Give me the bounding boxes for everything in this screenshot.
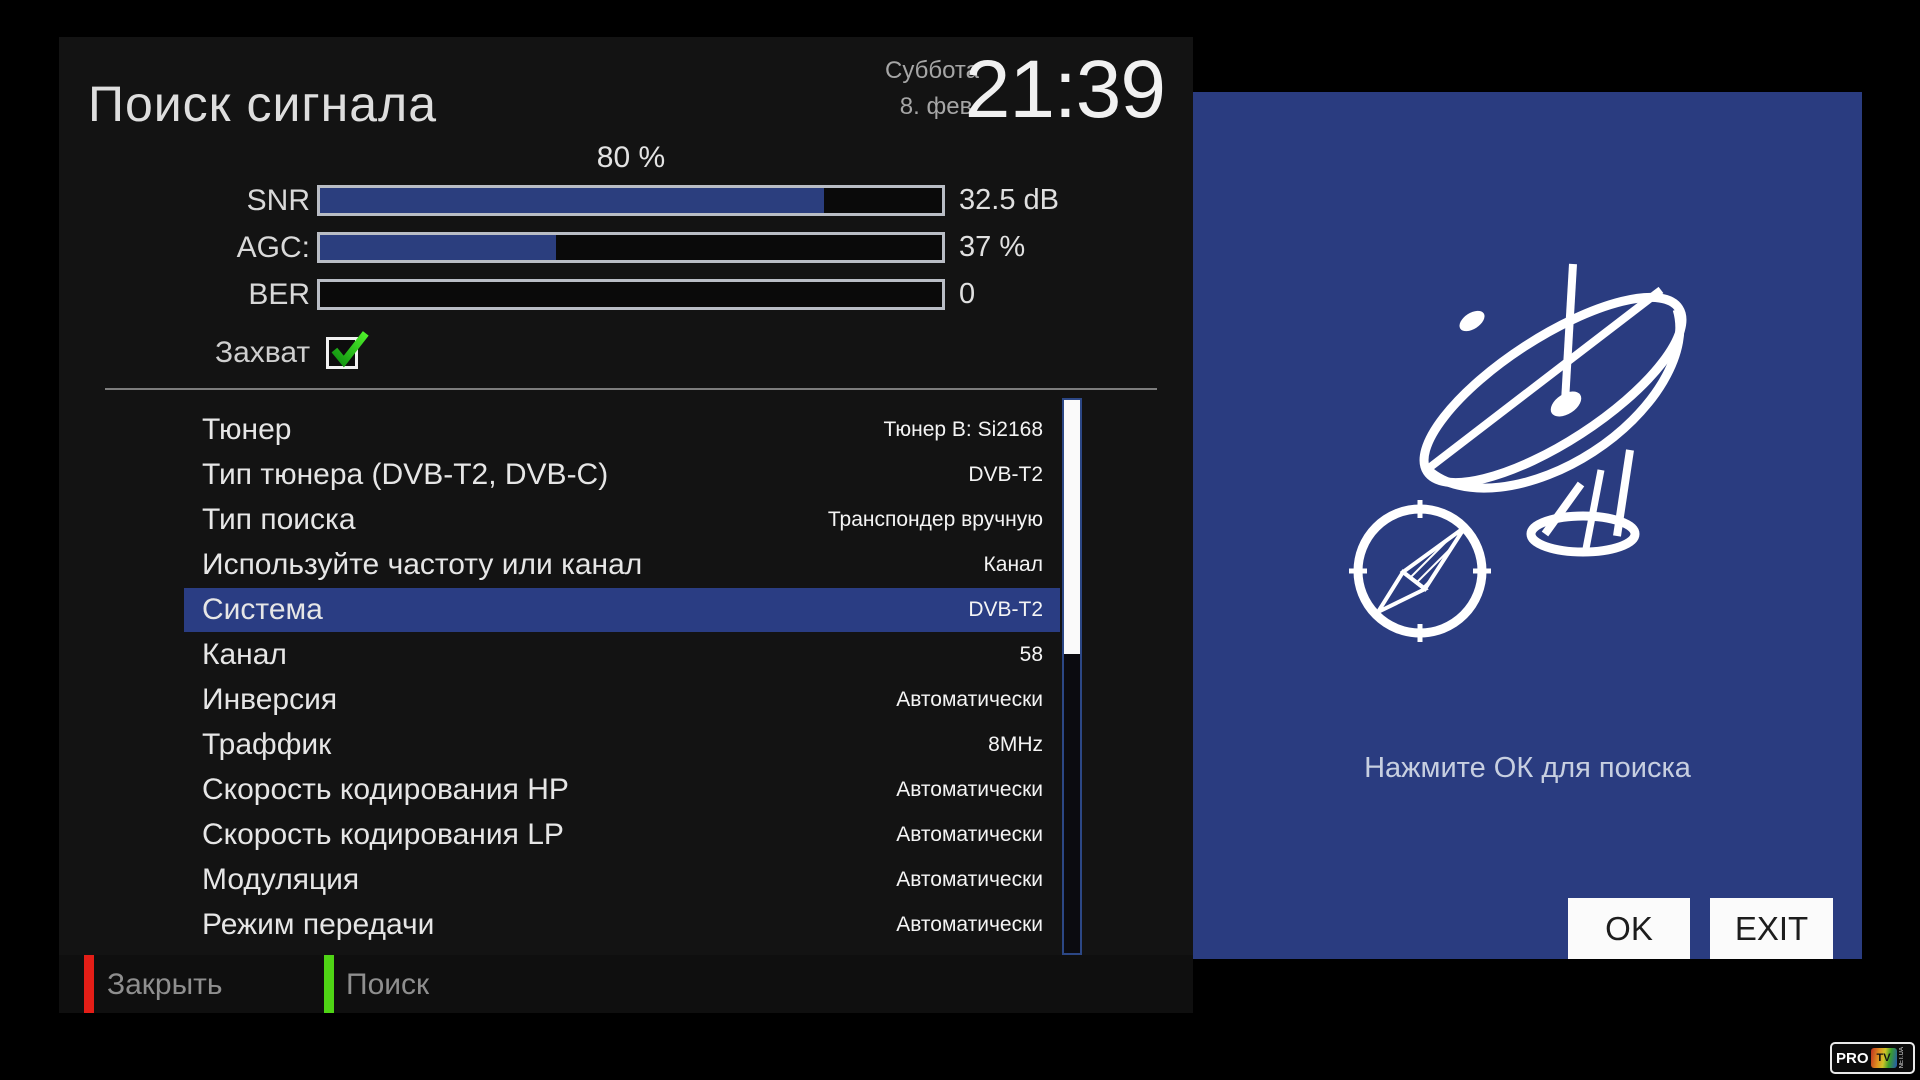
signal-bar-value: 0	[959, 278, 976, 310]
settings-row[interactable]: Модуляция Автоматически	[184, 858, 1060, 902]
red-key-indicator	[84, 955, 94, 1013]
setting-label: Используйте частоту или канал	[202, 548, 643, 581]
setting-label: Режим передачи	[202, 908, 435, 941]
lock-label: Захват	[215, 336, 311, 369]
settings-list: Тюнер Тюнер B: Si2168 Тип тюнера (DVB-T2…	[184, 408, 1060, 948]
signal-bar-label: BER	[248, 277, 310, 311]
setting-value: Автоматически	[896, 778, 1043, 801]
search-prompt-panel: Нажмите ОК для поиска OK EXIT	[1193, 92, 1862, 959]
setting-value: Автоматически	[896, 823, 1043, 846]
signal-bar-row: AGC: 37 %	[59, 230, 1193, 264]
signal-bar-label: AGC:	[236, 230, 310, 264]
lock-checkbox[interactable]	[326, 331, 369, 369]
close-button[interactable]: Закрыть	[107, 968, 223, 1001]
settings-row[interactable]: Система DVB-T2	[184, 588, 1060, 632]
settings-row[interactable]: Тюнер Тюнер B: Si2168	[184, 408, 1060, 452]
signal-bar-track	[317, 232, 945, 263]
signal-bar-row: BER 0	[59, 277, 1193, 311]
settings-row[interactable]: Тип тюнера (DVB-T2, DVB-C) DVB-T2	[184, 453, 1060, 497]
protv-logo: PRO TV NET.UA	[1830, 1042, 1915, 1074]
setting-value: Тюнер B: Si2168	[883, 418, 1043, 441]
settings-row[interactable]: Траффик 8MHz	[184, 723, 1060, 767]
signal-search-panel: Поиск сигнала Суббота 8. фев. 21:39 80 %…	[59, 37, 1193, 1013]
signal-bar-label: SNR	[246, 183, 310, 217]
setting-value: DVB-T2	[968, 463, 1043, 486]
setting-value: Транспондер вручную	[827, 508, 1043, 531]
search-button[interactable]: Поиск	[346, 968, 430, 1001]
press-ok-hint: Нажмите ОК для поиска	[1364, 752, 1691, 784]
setting-label: Тип поиска	[202, 503, 356, 536]
section-divider	[105, 388, 1157, 390]
satellite-dish-compass-icon	[1349, 263, 1687, 642]
lock-row: Захват	[215, 331, 369, 373]
signal-bar-track	[317, 185, 945, 216]
setting-value: Автоматически	[896, 688, 1043, 711]
setting-label: Инверсия	[202, 683, 338, 716]
settings-row[interactable]: Режим передачи Автоматически	[184, 903, 1060, 947]
checkmark-icon	[331, 331, 369, 368]
date-block: Суббота 8. фев.	[885, 53, 979, 125]
setting-label: Траффик	[202, 728, 332, 761]
setting-label: Тюнер	[202, 413, 292, 446]
setting-value: DVB-T2	[968, 598, 1043, 621]
setting-value: Автоматически	[896, 868, 1043, 891]
setting-value: 58	[1019, 643, 1043, 666]
setting-value: Канал	[983, 553, 1043, 576]
setting-label: Тип тюнера (DVB-T2, DVB-C)	[202, 458, 609, 491]
signal-bar-fill	[320, 188, 824, 213]
settings-row[interactable]: Инверсия Автоматически	[184, 678, 1060, 722]
signal-bar-fill	[320, 235, 557, 260]
exit-button[interactable]: EXIT	[1710, 898, 1833, 959]
settings-row[interactable]: Скорость кодирования LP Автоматически	[184, 813, 1060, 857]
logo-net-text: NET.UA	[1898, 1047, 1905, 1069]
signal-bars: SNR 32.5 dB AGC: 37 % BER 0	[59, 183, 1193, 326]
clock: 21:39	[964, 44, 1166, 135]
setting-label: Канал	[202, 638, 287, 671]
setting-label: Скорость кодирования LP	[202, 818, 564, 851]
settings-row[interactable]: Используйте частоту или канал Канал	[184, 543, 1060, 587]
signal-bar-value: 37 %	[959, 231, 1026, 263]
scrollbar[interactable]	[1062, 398, 1082, 955]
signal-bar-row: SNR 32.5 dB	[59, 183, 1193, 217]
date-label: 8. фев.	[899, 93, 979, 120]
setting-label: Модуляция	[202, 863, 360, 896]
settings-row[interactable]: Канал 58	[184, 633, 1060, 677]
footer-bar: Закрыть Поиск	[59, 955, 1193, 1013]
settings-row[interactable]: Тип поиска Транспондер вручную	[184, 498, 1060, 542]
page-title: Поиск сигнала	[88, 76, 438, 132]
setting-value: 8MHz	[988, 733, 1043, 756]
setting-label: Скорость кодирования HP	[202, 773, 569, 806]
setting-label: Система	[202, 593, 323, 626]
signal-bar-value: 32.5 dB	[959, 184, 1059, 216]
day-label: Суббота	[885, 57, 979, 84]
settings-row[interactable]: Скорость кодирования HP Автоматически	[184, 768, 1060, 812]
ok-button[interactable]: OK	[1568, 898, 1690, 959]
progress-percent: 80 %	[596, 141, 666, 174]
logo-tv-icon: TV	[1870, 1048, 1897, 1068]
green-key-indicator	[324, 955, 334, 1013]
scrollbar-thumb[interactable]	[1064, 400, 1080, 655]
signal-bar-track	[317, 279, 945, 310]
setting-value: Автоматически	[896, 913, 1043, 936]
logo-pro-text: PRO	[1836, 1049, 1869, 1067]
